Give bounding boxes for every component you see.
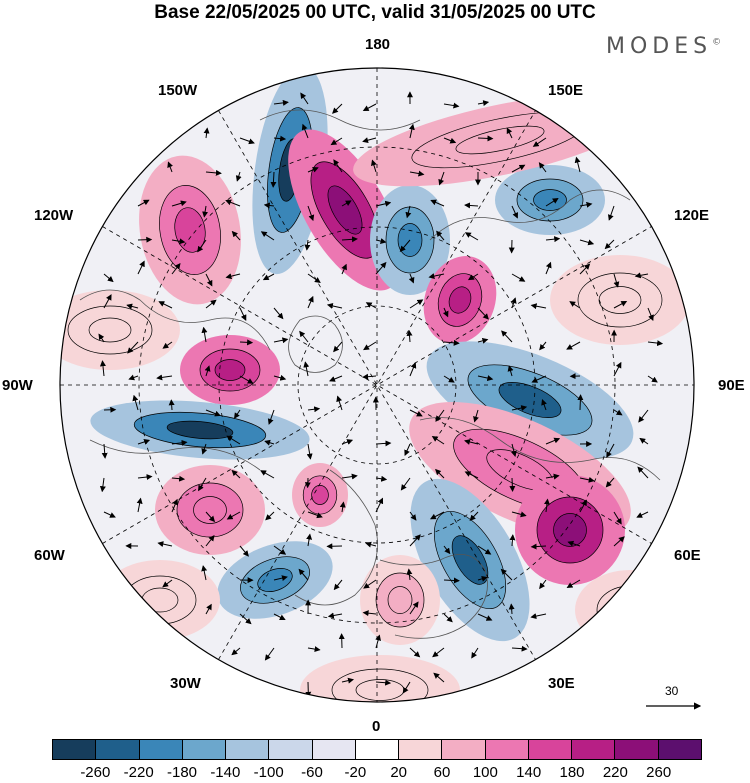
colorbar-segment (442, 740, 486, 759)
lon-label-120e: 120E (674, 207, 710, 224)
colorbar-tick-label: -100 (253, 764, 284, 781)
colorbar-segment (226, 740, 270, 759)
lon-label-90w: 90W (2, 377, 33, 394)
lon-label-150w: 150W (158, 82, 198, 99)
brand-name: MODES (606, 34, 713, 59)
colorbar (52, 739, 702, 760)
colorbar-segment (485, 740, 529, 759)
colorbar-tick-label: 180 (559, 764, 585, 781)
map-title: Base 22/05/2025 00 UTC, valid 31/05/2025… (154, 2, 596, 23)
colorbar-segment (269, 740, 313, 759)
meridians (60, 68, 694, 702)
colorbar-segment (53, 740, 97, 759)
colorbar-tick-label: 60 (433, 764, 451, 781)
map-disk (60, 68, 694, 702)
colorbar-segment (96, 740, 140, 759)
colorbar-tick-label: -220 (123, 764, 154, 781)
lon-label-60w: 60W (34, 547, 65, 564)
colorbar-segment (572, 740, 616, 759)
colorbar-ticks: -260 -220 -180 -140 -100 -60 -20 20 60 100 140 180 2… (52, 764, 702, 783)
anomaly-field (60, 68, 690, 702)
lon-label-30w: 30W (170, 675, 201, 692)
lon-label-120w: 120W (34, 207, 74, 224)
lon-label-60e: 60E (674, 547, 701, 564)
colorbar-segment (355, 740, 400, 759)
brand-logo: MODES© (606, 34, 721, 59)
colorbar-tick-label: 260 (646, 764, 672, 781)
map-border (59, 67, 695, 703)
colorbar-segment (399, 740, 443, 759)
colorbar-tick-label: 140 (516, 764, 542, 781)
colorbar-tick-label: 20 (390, 764, 407, 781)
lon-label-150e: 150E (548, 82, 584, 99)
colorbar-tick-label: -260 (80, 764, 111, 781)
lon-label-30e: 30E (548, 675, 575, 692)
colorbar-tick-label: -140 (210, 764, 241, 781)
reference-vector-label: 30 (665, 684, 679, 698)
lon-label-0: 0 (372, 718, 381, 735)
colorbar-segment (528, 740, 573, 759)
colorbar-segment (312, 740, 356, 759)
lon-label-90e: 90E (718, 377, 745, 394)
colorbar-segment (658, 740, 701, 759)
wind-vectors (98, 91, 664, 698)
coastlines (79, 109, 661, 639)
colorbar-segment (615, 740, 659, 759)
colorbar-segment (182, 740, 227, 759)
colorbar-tick-label: -60 (301, 764, 323, 781)
lon-label-180: 180 (365, 36, 391, 53)
copyright-mark: © (712, 37, 722, 48)
colorbar-tick-label: -180 (166, 764, 198, 781)
colorbar-tick-label: -20 (344, 764, 367, 781)
colorbar-segment (139, 740, 183, 759)
colorbar-tick-label: 100 (472, 764, 498, 781)
colorbar-tick-label: 220 (602, 764, 628, 781)
